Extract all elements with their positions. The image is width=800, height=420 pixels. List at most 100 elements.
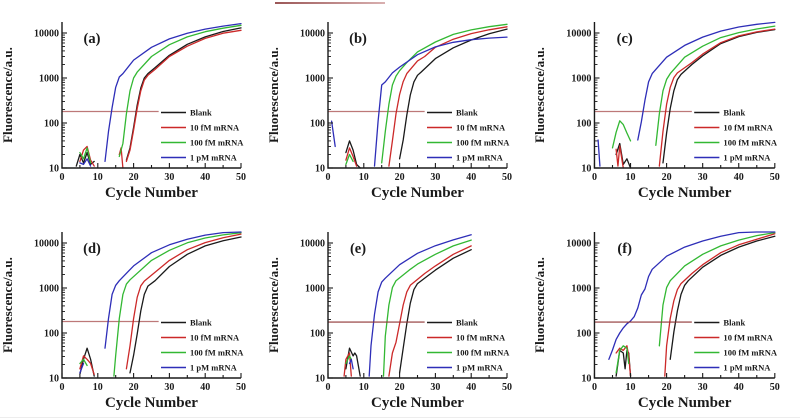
- x-tick-label: 10: [626, 172, 636, 183]
- y-tick-label: 100: [576, 329, 591, 340]
- legend-label-10-fm-mrna: 10 fM mRNA: [190, 123, 240, 133]
- x-tick-label: 10: [359, 382, 369, 393]
- x-tick-label: 30: [430, 382, 440, 393]
- legend-label-1-pm-mrna: 1 pM mRNA: [190, 153, 238, 163]
- legend-label-100-fm-mrna: 100 fM mRNA: [456, 138, 510, 148]
- legend-label-1-pm-mrna: 1 pM mRNA: [723, 363, 771, 373]
- y-axis-title: Fluorescence/a.u.: [532, 257, 547, 353]
- panel-d: 0 10 20 30 40 50 10 100 1000 10000 Cycle Number Flu…: [0, 210, 266, 420]
- y-tick-label: 10: [315, 164, 325, 175]
- x-axis-title: Cycle Number: [638, 395, 732, 411]
- y-tick-label: 10000: [566, 239, 591, 250]
- y-tick-label: 100: [310, 329, 325, 340]
- x-tick-label: 10: [93, 382, 103, 393]
- x-tick-label: 20: [395, 172, 405, 183]
- legend-label-10-fm-mrna: 10 fM mRNA: [456, 333, 506, 343]
- series-10-fm-mrna: [615, 233, 776, 377]
- series-100-fm-mrna: [611, 25, 776, 149]
- legend-label-100-fm-mrna: 100 fM mRNA: [723, 348, 778, 358]
- legend-label-blank: Blank: [456, 318, 478, 328]
- series-100-fm-mrna: [79, 24, 242, 164]
- series-1-pm-mrna: [79, 22, 242, 167]
- y-tick-label: 10: [315, 374, 325, 385]
- x-tick-label: 50: [770, 172, 780, 183]
- x-tick-label: 40: [466, 172, 476, 183]
- legend-label-100-fm-mrna: 100 fM mRNA: [723, 138, 778, 148]
- y-tick-label: 10: [581, 374, 591, 385]
- y-tick-label: 10000: [300, 29, 325, 40]
- y-tick-label: 1000: [39, 284, 59, 295]
- legend-label-10-fm-mrna: 10 fM mRNA: [190, 333, 240, 343]
- x-tick-label: 50: [770, 382, 780, 393]
- x-axis-title: Cycle Number: [638, 185, 732, 201]
- series-1-pm-mrna: [330, 36, 508, 167]
- panel-letter: (b): [349, 31, 367, 47]
- y-tick-label: 100: [44, 329, 59, 340]
- y-tick-label: 10000: [34, 29, 59, 40]
- y-tick-label: 1000: [39, 74, 59, 85]
- x-tick-label: 0: [60, 382, 65, 393]
- y-tick-label: 100: [310, 119, 325, 130]
- legend-label-1-pm-mrna: 1 pM mRNA: [456, 153, 504, 163]
- y-tick-label: 1000: [571, 284, 591, 295]
- legend-label-10-fm-mrna: 10 fM mRNA: [456, 123, 506, 133]
- series-100-fm-mrna: [615, 231, 776, 374]
- series-10-fm-mrna: [343, 245, 472, 377]
- x-tick-label: 50: [502, 382, 512, 393]
- y-tick-label: 10000: [300, 239, 325, 250]
- panel-a: 0 10 20 30 40 50 10 100 1000 10000 Cycle Number Flu…: [0, 0, 266, 210]
- x-tick-label: 40: [734, 382, 744, 393]
- series-1-pm-mrna: [608, 231, 776, 360]
- x-tick-label: 30: [164, 382, 174, 393]
- panel-letter: (d): [83, 241, 101, 257]
- legend-label-100-fm-mrna: 100 fM mRNA: [190, 138, 244, 148]
- x-tick-label: 20: [662, 382, 672, 393]
- legend-label-blank: Blank: [190, 108, 212, 118]
- x-axis-title: Cycle Number: [371, 395, 464, 411]
- series-100-fm-mrna: [79, 232, 242, 377]
- x-axis-title: Cycle Number: [105, 395, 198, 411]
- y-tick-label: 100: [44, 119, 59, 130]
- y-tick-label: 10000: [566, 29, 591, 40]
- y-tick-label: 100: [576, 119, 591, 130]
- series-blank: [345, 249, 472, 377]
- legend-label-100-fm-mrna: 100 fM mRNA: [456, 348, 510, 358]
- panel-c: 0 10 20 30 40 50 10 100 1000 10000 Cycle Number Flu…: [532, 0, 800, 210]
- y-tick-label: 10: [49, 164, 59, 175]
- y-tick-label: 1000: [305, 74, 325, 85]
- x-tick-label: 50: [236, 172, 246, 183]
- y-tick-label: 10: [581, 164, 591, 175]
- legend-label-10-fm-mrna: 10 fM mRNA: [723, 123, 773, 133]
- x-tick-label: 20: [662, 172, 672, 183]
- legend-label-blank: Blank: [723, 108, 745, 118]
- y-tick-label: 1000: [305, 284, 325, 295]
- legend-label-blank: Blank: [723, 318, 745, 328]
- panel-letter: (f): [617, 241, 632, 257]
- y-axis-title: Fluorescence/a.u.: [266, 257, 281, 353]
- x-tick-label: 40: [200, 172, 210, 183]
- series-10-fm-mrna: [615, 28, 776, 169]
- y-axis-title: Fluorescence/a.u.: [0, 47, 15, 143]
- x-tick-label: 20: [129, 172, 139, 183]
- y-axis-title: Fluorescence/a.u.: [266, 47, 281, 143]
- x-tick-label: 30: [698, 382, 708, 393]
- x-tick-label: 30: [698, 172, 708, 183]
- x-tick-label: 0: [326, 172, 331, 183]
- panel-f: 0 10 20 30 40 50 10 100 1000 10000 Cycle Number Flu…: [532, 210, 800, 420]
- x-tick-label: 30: [164, 172, 174, 183]
- x-tick-label: 10: [359, 172, 369, 183]
- panel-letter: (e): [350, 241, 366, 257]
- x-tick-label: 40: [200, 382, 210, 393]
- legend-label-1-pm-mrna: 1 pM mRNA: [190, 363, 238, 373]
- x-tick-label: 0: [60, 172, 65, 183]
- y-tick-label: 10: [49, 374, 59, 385]
- y-tick-label: 10000: [34, 239, 59, 250]
- y-axis-title: Fluorescence/a.u.: [0, 257, 15, 353]
- x-tick-label: 50: [236, 382, 246, 393]
- legend-label-1-pm-mrna: 1 pM mRNA: [456, 363, 504, 373]
